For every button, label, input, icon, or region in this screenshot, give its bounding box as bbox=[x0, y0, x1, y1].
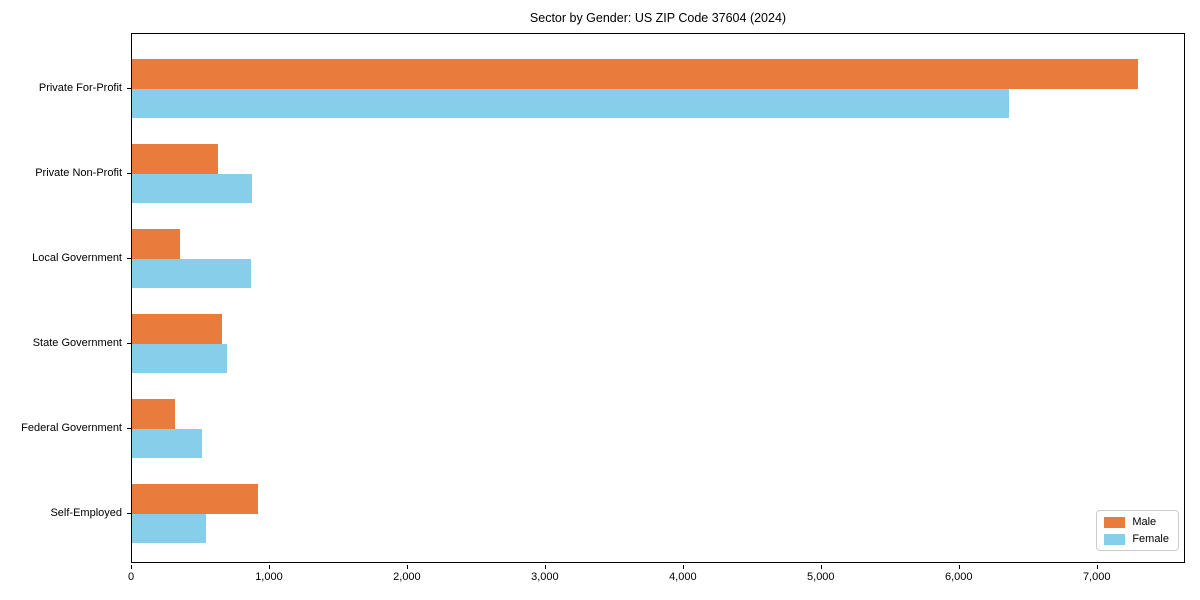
x-tick-label-1000: 1,000 bbox=[255, 571, 283, 583]
legend-label-male: Male bbox=[1132, 516, 1157, 528]
bar-male-local-government bbox=[132, 229, 180, 259]
x-tick-label-0: 0 bbox=[127, 571, 135, 583]
x-tick-label-2000: 2,000 bbox=[393, 571, 421, 583]
bar-female-local-government bbox=[132, 258, 251, 289]
bar-female-self-employed bbox=[132, 513, 206, 544]
bar-male-self-employed bbox=[132, 484, 258, 514]
x-tick bbox=[682, 564, 685, 569]
bar-male-federal-government bbox=[132, 399, 175, 429]
legend-item-female: Female bbox=[1104, 533, 1169, 545]
bar-female-state-government bbox=[132, 343, 228, 374]
y-tick bbox=[127, 257, 131, 259]
x-tick-label-5000: 5,000 bbox=[807, 571, 835, 583]
bar-female-private-for-profit bbox=[132, 88, 1009, 119]
y-label-private-for-profit: Private For-Profit bbox=[38, 81, 122, 94]
y-tick bbox=[127, 512, 131, 514]
x-tick bbox=[1096, 564, 1098, 569]
x-tick bbox=[131, 564, 133, 569]
female-swatch bbox=[1104, 533, 1126, 545]
legend-label-female: Female bbox=[1132, 533, 1169, 545]
y-tick bbox=[127, 87, 131, 89]
x-tick bbox=[406, 564, 409, 569]
legend: Male Female bbox=[1096, 510, 1179, 551]
x-tick bbox=[958, 564, 960, 569]
plot-area: Male Female bbox=[131, 33, 1185, 563]
y-label-local-government: Local Government bbox=[32, 251, 122, 264]
x-tick bbox=[268, 564, 271, 569]
x-tick-label-6000: 6,000 bbox=[944, 571, 973, 583]
y-tick bbox=[127, 427, 131, 429]
x-tick-label-4000: 4,000 bbox=[669, 571, 697, 583]
chart-title: Sector by Gender: US ZIP Code 37604 (202… bbox=[529, 11, 787, 25]
y-tick bbox=[127, 172, 131, 174]
bar-male-private-non-profit bbox=[132, 144, 219, 174]
x-tick bbox=[820, 564, 822, 569]
x-tick-label-3000: 3,000 bbox=[531, 571, 559, 583]
y-label-state-government: State Government bbox=[32, 336, 122, 349]
bar-male-state-government bbox=[132, 314, 222, 344]
y-tick bbox=[127, 342, 131, 344]
x-tick bbox=[544, 564, 547, 569]
bar-female-federal-government bbox=[132, 428, 203, 459]
legend-item-male: Male bbox=[1104, 516, 1169, 528]
x-tick-label-7000: 7,000 bbox=[1082, 571, 1111, 583]
male-swatch bbox=[1104, 516, 1126, 528]
y-label-self-employed: Self-Employed bbox=[50, 506, 122, 519]
bar-male-private-for-profit bbox=[132, 59, 1138, 89]
bar-female-private-non-profit bbox=[132, 173, 253, 204]
y-label-federal-government: Federal Government bbox=[21, 421, 122, 434]
y-label-private-non-profit: Private Non-Profit bbox=[35, 166, 122, 179]
